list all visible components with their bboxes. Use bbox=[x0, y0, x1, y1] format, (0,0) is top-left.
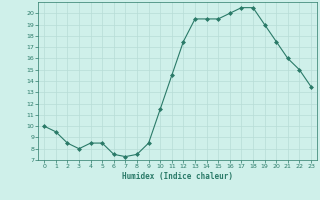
X-axis label: Humidex (Indice chaleur): Humidex (Indice chaleur) bbox=[122, 172, 233, 181]
